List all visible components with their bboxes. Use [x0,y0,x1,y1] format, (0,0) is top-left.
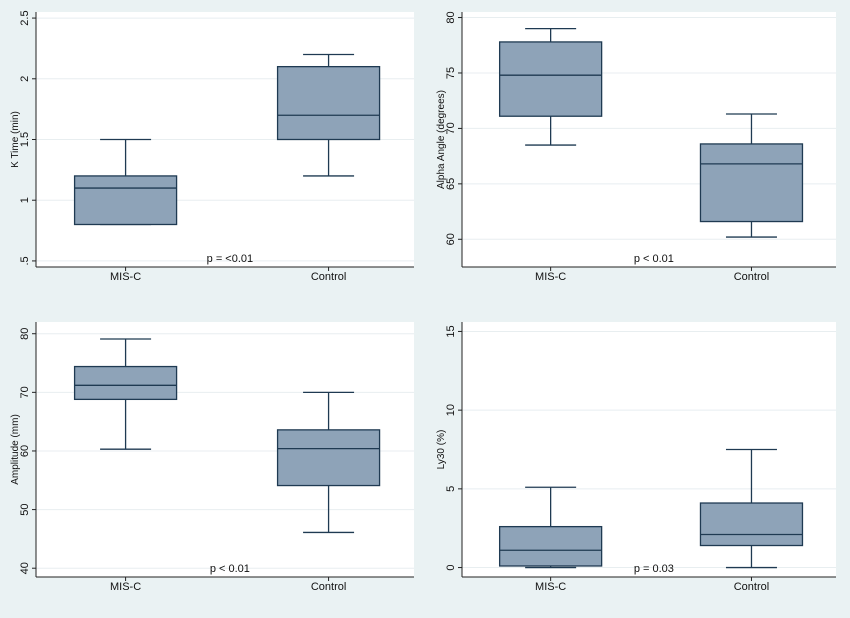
p-value-annotation: p < 0.01 [634,253,674,265]
y-tick-label: 60 [19,445,31,457]
chart-panel-4: 0 5 10 15 Ly30 (%) MIS-C Control p = 0.03 [436,322,836,593]
y-tick-label: 2 [19,76,31,82]
p-value-annotation: p < 0.01 [210,563,250,575]
y-tick-label: 40 [19,562,31,574]
p-value-annotation: p = 0.03 [634,563,674,575]
x-tick-label: MIS-C [535,271,566,283]
y-tick-label: 65 [445,178,457,190]
y-tick-label: 75 [445,67,457,79]
box-mis-c [498,486,603,569]
y-tick-label: .5 [19,256,31,265]
iqr-box [73,365,178,401]
iqr-box [498,525,603,567]
y-tick-label: 2.5 [19,10,31,25]
y-axis-title: Ly30 (%) [436,430,447,470]
y-tick-label: 1 [19,197,31,203]
box-mis-c [73,138,178,226]
y-tick-label: 70 [19,386,31,398]
iqr-box [73,175,178,226]
box-control [276,391,381,534]
y-tick-label: 1.5 [19,132,31,147]
y-tick-label: 10 [445,404,457,416]
y-tick-label: 15 [445,325,457,337]
chart-panel-1: .5 1 1.5 2 2.5 K Time (min) MIS-C Control p = <0… [10,10,414,283]
box-control [699,448,804,569]
y-tick-label: 80 [445,11,457,23]
iqr-box [276,429,381,487]
y-tick-label: 60 [445,233,457,245]
x-tick-label: Control [311,271,346,283]
y-tick-label: 50 [19,503,31,515]
y-tick-label: 80 [19,328,31,340]
y-tick-label: 0 [445,564,457,570]
box-mis-c [73,338,178,450]
iqr-box [276,65,381,141]
x-tick-label: MIS-C [110,581,141,593]
x-tick-label: Control [734,271,769,283]
chart-panel-2: 60 65 70 75 80 Alpha Angle (degrees) MIS-C Cont… [436,11,836,283]
y-axis-title: Amplitude (mm) [10,414,21,485]
y-tick-label: 5 [445,486,457,492]
chart-panel-3: 40 50 60 70 80 Amplitude (mm) MIS-C Control p < … [10,322,414,593]
box-mis-c [498,27,603,146]
iqr-box [498,41,603,117]
x-tick-label: MIS-C [110,271,141,283]
x-tick-label: MIS-C [535,581,566,593]
y-tick-label: 70 [445,122,457,134]
x-tick-label: Control [734,581,769,593]
iqr-box [699,502,804,547]
p-value-annotation: p = <0.01 [207,253,254,265]
y-axis-title: K Time (min) [10,111,21,168]
box-control [276,53,381,177]
iqr-box [699,143,804,223]
box-control [699,113,804,238]
y-axis-title: Alpha Angle (degrees) [436,90,447,189]
x-tick-label: Control [311,581,346,593]
